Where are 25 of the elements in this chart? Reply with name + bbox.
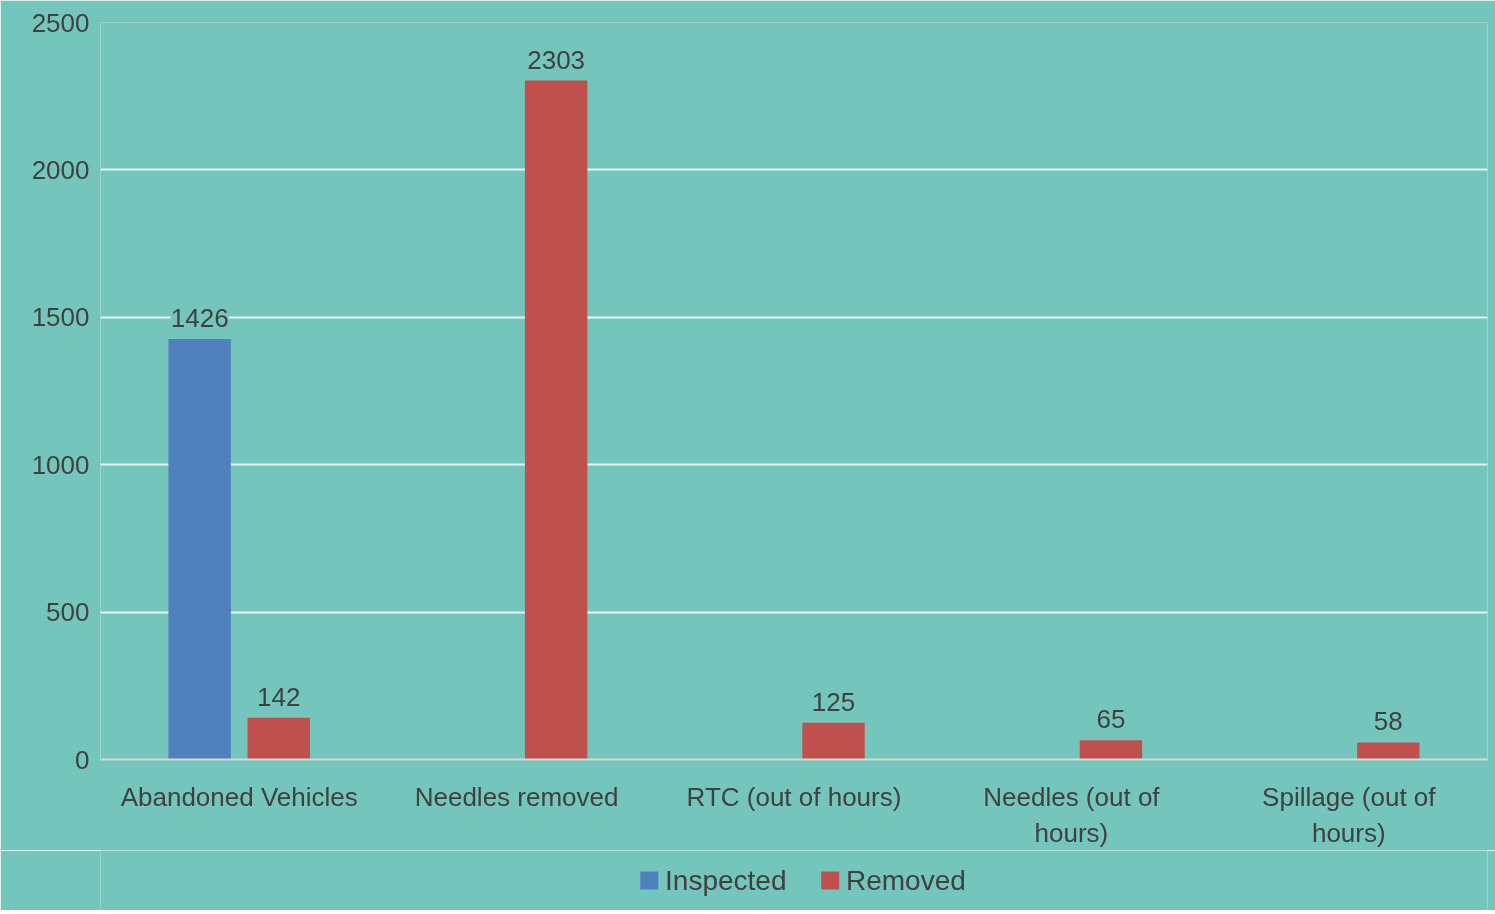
x-tick-label: RTC (out of hours) xyxy=(686,781,902,812)
y-tick-label: 1000 xyxy=(31,449,90,480)
data-label: 58 xyxy=(1373,706,1403,737)
data-label: 65 xyxy=(1096,704,1126,735)
bar xyxy=(247,717,310,760)
y-tick-label: 1500 xyxy=(31,302,90,333)
bar xyxy=(802,722,865,760)
bar xyxy=(168,339,231,760)
y-tick-label: 2000 xyxy=(31,154,90,185)
data-label: 142 xyxy=(257,681,301,712)
x-tick-label: Abandoned Vehicles xyxy=(120,781,358,812)
data-label: 125 xyxy=(811,686,856,717)
data-label: 2303 xyxy=(527,44,586,75)
x-tick-label: Spillage (out of hours) xyxy=(1262,781,1437,848)
bar xyxy=(1357,742,1420,760)
data-label: 1426 xyxy=(170,303,229,334)
y-tick-label: 0 xyxy=(75,744,90,775)
legend-label: Inspected xyxy=(665,865,787,896)
bar xyxy=(524,80,588,760)
y-tick-label: 2500 xyxy=(31,7,90,38)
x-tick-label: Needles removed xyxy=(414,781,619,812)
x-tick-label: Needles (out of hours) xyxy=(983,781,1161,848)
bar xyxy=(1079,740,1143,760)
legend-label: Removed xyxy=(845,865,966,896)
y-tick-label: 500 xyxy=(46,597,90,628)
